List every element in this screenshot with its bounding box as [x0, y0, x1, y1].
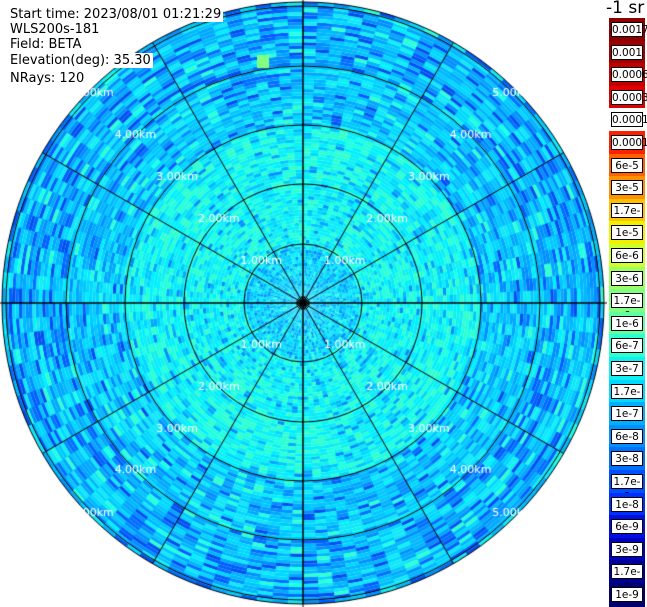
colorbar-label: 3e-8: [611, 451, 643, 467]
colorbar-label: 0.0006: [611, 67, 647, 83]
colorbar-label: 6e-6: [611, 248, 643, 263]
colorbar-label: 1.7e-6: [611, 293, 643, 322]
colorbar-label: 1.7e-5: [611, 202, 643, 232]
colorbar-label: 3e-9: [611, 541, 643, 557]
colorbar-label: 1e-5: [611, 225, 643, 241]
nrays-text: NRays: 120: [10, 71, 87, 86]
colorbar-label: 1e-6: [611, 315, 643, 331]
colorbar-label: 1e-7: [611, 406, 643, 422]
colorbar-label: 0.0001: [611, 135, 647, 150]
colorbar-label: 0.0017: [611, 22, 647, 37]
colorbar-label: 6e-8: [611, 428, 643, 444]
colorbar-label: 0.001: [611, 44, 643, 60]
colorbar-label: 6e-9: [611, 519, 643, 535]
field-text: Field: BETA: [10, 37, 84, 52]
ppi-scan-plot: [0, 0, 607, 607]
colorbar-label: 1e-8: [611, 496, 643, 512]
colorbar-label: 6e-5: [611, 157, 643, 173]
colorbar-label: 1.7e-7: [611, 383, 643, 413]
colorbar-label: 3e-5: [611, 180, 643, 196]
colorbar-label: 1.7e-8: [611, 474, 643, 503]
colorbar-label: 1.7e-9: [611, 564, 643, 593]
elevation-text: Elevation(deg): 35.30: [10, 53, 153, 68]
colorbar-label: 1e-9: [611, 587, 643, 602]
instrument-name: WLS200s-181: [10, 22, 102, 37]
colorbar-units: -1 sr: [606, 0, 645, 18]
colorbar-label: 6e-7: [611, 338, 643, 354]
start-time-text: Start time: 2023/08/01 01:21:29: [10, 7, 224, 22]
colorbar-label: 0.0003: [611, 89, 647, 105]
colorbar-label: 3e-6: [611, 270, 643, 286]
colorbar-label: 0.00017: [611, 112, 647, 128]
colorbar-label: 3e-7: [611, 361, 643, 376]
